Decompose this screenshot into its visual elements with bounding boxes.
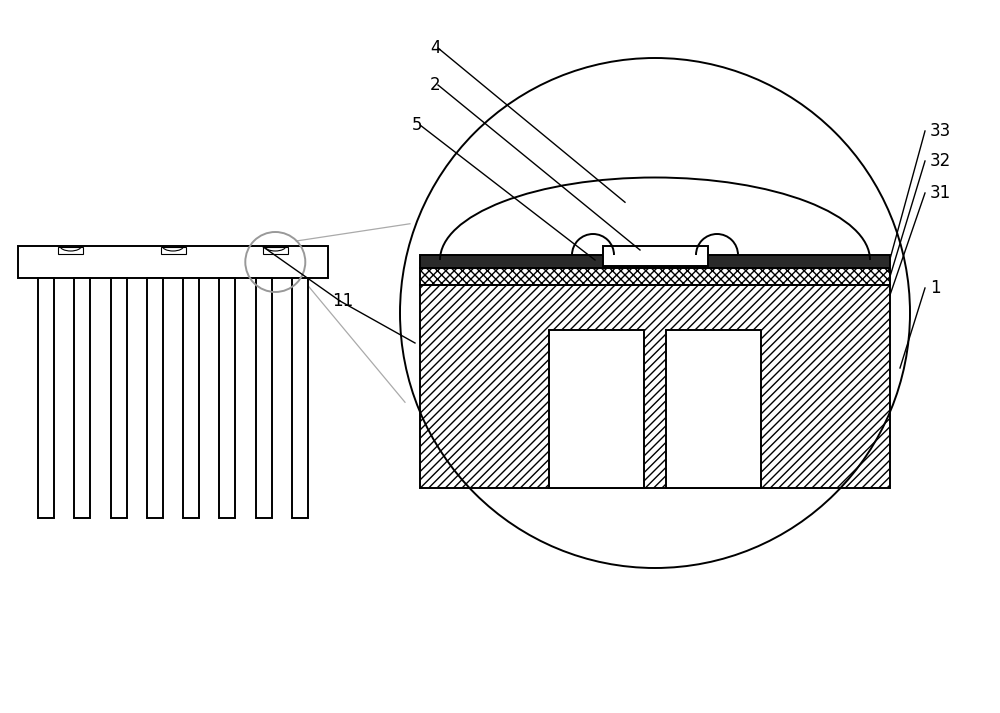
Text: 1: 1 [930,279,941,297]
Bar [420,255,890,268]
Bar [256,278,272,518]
Text: 5: 5 [412,116,422,134]
Text: 4: 4 [430,39,440,57]
Bar [38,278,54,518]
Bar [420,285,890,488]
Bar [420,255,890,268]
Bar [219,278,235,518]
Bar [58,247,83,254]
Circle shape [400,58,910,568]
Bar [160,247,186,254]
Bar [74,278,90,518]
Text: 2: 2 [430,76,441,94]
Bar [666,330,761,488]
Bar [147,278,163,518]
Bar [602,246,708,266]
Bar [420,268,890,285]
Bar [549,330,644,488]
Text: 11: 11 [332,292,353,310]
Text: 32: 32 [930,152,951,170]
Text: 31: 31 [930,184,951,202]
Bar [18,246,328,278]
Bar [263,247,288,254]
Bar [111,278,127,518]
Bar [420,268,890,285]
Bar [183,278,199,518]
Bar [292,278,308,518]
Bar [420,285,890,488]
Text: 33: 33 [930,122,951,140]
